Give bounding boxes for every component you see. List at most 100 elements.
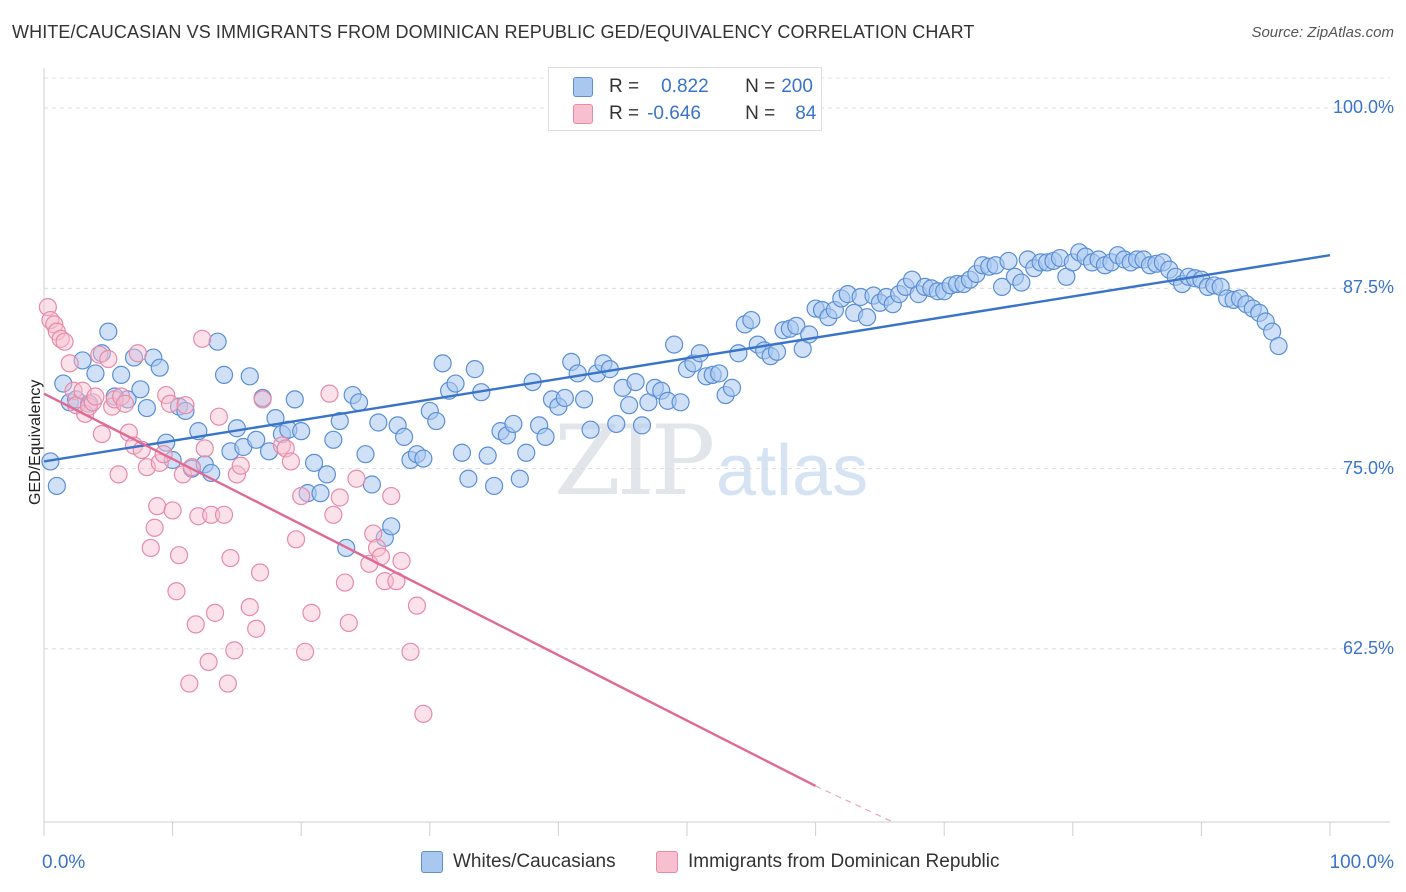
point-whites [581, 420, 600, 439]
point-dominican [148, 497, 167, 516]
point-dominican [292, 486, 311, 506]
trendline-dominican-extension [815, 785, 894, 823]
point-whites [504, 414, 523, 434]
legend-n-value: 200 [781, 76, 813, 97]
point-whites [478, 446, 497, 465]
point-dominican [320, 384, 339, 403]
point-dominican [330, 488, 349, 507]
point-whites [137, 398, 156, 418]
point-whites [620, 396, 639, 415]
point-dominican [180, 674, 199, 693]
point-dominican [250, 563, 270, 582]
point-whites [446, 374, 465, 393]
point-whites [517, 443, 536, 462]
point-whites [54, 374, 73, 393]
point-whites [510, 469, 529, 488]
point-dominican [109, 465, 128, 484]
point-whites [112, 365, 131, 384]
legend-item-dominican: Immigrants from Dominican Republic [656, 851, 1000, 873]
point-whites [47, 476, 66, 496]
point-whites [1012, 273, 1031, 292]
legend-swatch-pink [573, 104, 593, 124]
point-whites [690, 344, 709, 363]
x-tick-label-min: 0.0% [42, 852, 86, 873]
point-whites [214, 365, 234, 384]
point-dominican [167, 582, 186, 601]
point-dominican [128, 344, 147, 363]
point-dominican [176, 396, 195, 415]
y-tick-label: 100.0% [1332, 97, 1394, 118]
point-whites [787, 316, 806, 335]
point-whites [427, 411, 446, 431]
point-whites [324, 430, 343, 449]
legend-n-label: N = [745, 103, 776, 124]
point-dominican [407, 596, 427, 615]
point-dominican [157, 385, 176, 405]
point-whites [240, 367, 259, 386]
x-tick-label-max: 100.0% [1329, 852, 1394, 873]
point-dominican [367, 538, 387, 558]
point-whites [632, 416, 652, 435]
point-dominican [324, 505, 343, 524]
legend-n-value: 84 [795, 103, 817, 124]
point-whites [317, 465, 337, 484]
point-dominican [209, 407, 228, 426]
y-tick-label: 87.5% [1342, 277, 1394, 298]
point-dominican [392, 551, 411, 571]
point-dominican [401, 642, 420, 661]
point-whites [131, 380, 150, 399]
point-dominican [339, 613, 358, 633]
point-dominican [302, 603, 321, 622]
point-dominican [218, 674, 237, 693]
point-dominican [90, 345, 109, 364]
point-dominican [169, 546, 189, 565]
point-dominican [199, 652, 218, 672]
point-whites [452, 443, 472, 462]
point-whites [362, 475, 382, 494]
point-whites [176, 401, 195, 421]
point-whites [349, 393, 369, 412]
legend-label-whites: Whites/Caucasians [453, 851, 616, 872]
point-whites [86, 364, 105, 383]
point-dominican [295, 642, 315, 661]
point-whites [992, 277, 1012, 297]
point-whites [247, 430, 266, 449]
point-dominican [193, 329, 212, 348]
point-whites [304, 453, 324, 472]
point-dominican [145, 518, 164, 537]
point-dominican [195, 439, 214, 458]
point-dominican [55, 332, 74, 351]
y-tick-label: 62.5% [1342, 637, 1394, 658]
trendline-dominican [43, 392, 817, 788]
point-whites [433, 354, 452, 373]
point-whites [330, 411, 349, 431]
point-dominican [115, 394, 135, 413]
point-dominican [160, 394, 180, 413]
point-whites [671, 393, 690, 412]
legend-row-series2: R = -0.646 N = 84 [573, 103, 816, 125]
point-whites [575, 390, 594, 409]
point-whites [485, 476, 504, 496]
point-dominican [414, 704, 433, 723]
point-whites [568, 364, 587, 383]
point-dominican [281, 452, 301, 471]
point-whites [414, 449, 433, 468]
point-dominican [163, 501, 182, 520]
point-whites [1269, 336, 1288, 356]
legend-swatch-blue [573, 77, 593, 97]
point-whites [607, 414, 626, 434]
point-whites [665, 335, 684, 354]
point-whites [626, 372, 645, 392]
y-axis-label: GED/Equivalency [27, 379, 44, 505]
point-dominican [141, 538, 160, 558]
point-whites [722, 378, 742, 397]
source-label: Source: ZipAtlas.com [1251, 24, 1394, 41]
point-dominican [240, 597, 259, 617]
series-legend: Whites/Caucasians Immigrants from Domini… [0, 851, 1406, 877]
correlation-legend: R = 0.822 N = 200 R = -0.646 N = 84 [548, 67, 822, 131]
point-whites [729, 344, 748, 363]
trendline-whites [43, 253, 1331, 463]
point-whites [292, 422, 311, 441]
point-dominican [382, 486, 401, 506]
